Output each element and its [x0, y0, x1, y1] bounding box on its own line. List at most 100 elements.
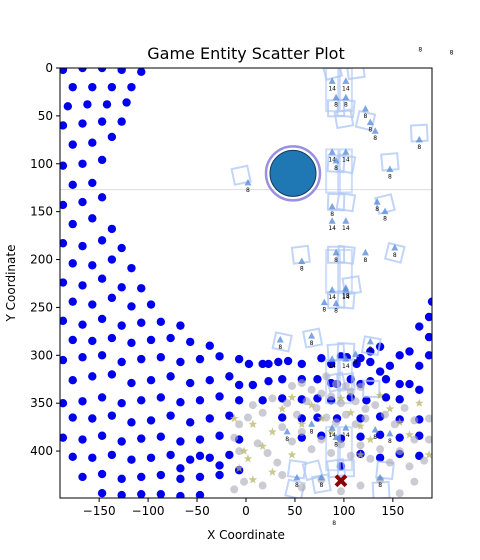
gray-point [322, 413, 331, 422]
star-marker [385, 404, 395, 413]
gray-point [410, 435, 419, 444]
gray-point [395, 489, 404, 498]
gray-point [381, 410, 390, 419]
triangle-marker [308, 420, 316, 427]
entity-point [107, 255, 117, 264]
triangle-label: 8 [388, 438, 392, 445]
star-marker [230, 414, 239, 423]
triangle-label: 8 [354, 358, 358, 365]
y-axis-label: Y Coordinate [4, 245, 18, 323]
triangle-label: 8 [330, 211, 334, 218]
triangle-marker [328, 148, 336, 155]
entity-point [424, 312, 432, 322]
gray-point [361, 404, 370, 413]
entity-point [60, 121, 68, 130]
entity-point [107, 224, 117, 234]
entity-point [97, 469, 107, 479]
entity-point [60, 316, 68, 326]
star-marker [405, 430, 414, 439]
triangle-label: 8 [417, 144, 421, 151]
entity-point [107, 450, 117, 460]
box-marker [335, 191, 357, 213]
entity-point [102, 100, 112, 109]
entity-point [146, 376, 156, 385]
gray-point [243, 413, 252, 422]
triangle-marker [332, 248, 340, 256]
triangle-marker [328, 355, 336, 362]
entity-point [297, 433, 306, 442]
box-marker [302, 327, 324, 349]
star-marker [336, 393, 346, 402]
stray-label: 8 [332, 520, 336, 527]
entity-point [117, 357, 126, 367]
entity-point [405, 379, 414, 389]
gray-point [332, 418, 341, 427]
entity-point [258, 359, 267, 369]
triangle-marker [342, 148, 350, 155]
gray-point [230, 485, 239, 494]
entity-point [60, 278, 68, 287]
special-markers-layer [264, 145, 348, 488]
entity-point [195, 354, 205, 364]
gray-point [278, 423, 287, 432]
entity-point [424, 332, 432, 342]
entity-point [78, 320, 87, 329]
triangle-marker [366, 118, 374, 126]
gray-point [336, 399, 345, 408]
entity-point [107, 293, 117, 303]
entity-point [68, 376, 77, 385]
triangle-label: 8 [393, 252, 397, 259]
box-marker [326, 192, 346, 212]
entity-point [137, 354, 146, 364]
x-axis-label: X Coordinate [207, 528, 285, 542]
star-marker [415, 398, 424, 407]
entity-point [176, 474, 185, 484]
entity-point [68, 335, 77, 345]
box-marker [345, 68, 366, 81]
gray-point [297, 483, 306, 492]
entity-point [68, 219, 77, 229]
triangle-label: 14 [342, 363, 350, 370]
entity-point [68, 259, 77, 268]
triangle-label: 8 [373, 434, 377, 441]
entity-point [146, 300, 156, 309]
entity-point [317, 353, 326, 363]
triangle-label: 8 [310, 340, 314, 347]
triangle-marker [342, 284, 350, 291]
triangle-label: 8 [388, 174, 392, 181]
triangle-label: 8 [378, 482, 382, 489]
entity-point [395, 395, 404, 404]
gray-point [278, 471, 287, 480]
entity-point [127, 418, 136, 427]
gray-point [327, 448, 336, 457]
triangle-marker [342, 77, 350, 84]
triangle-marker [317, 473, 325, 481]
entity-point [97, 68, 107, 73]
entity-point [258, 396, 267, 405]
entity-point [60, 68, 68, 75]
entity-point [156, 489, 166, 498]
entity-point [137, 434, 146, 443]
triangle-marker [328, 424, 336, 431]
entity-point [244, 359, 254, 369]
y-tick-label: 300 [30, 348, 53, 362]
star-marker [424, 450, 432, 459]
gray-point [356, 382, 365, 391]
triangle-label: 8 [334, 257, 338, 264]
entity-point [415, 361, 424, 371]
gray-point [336, 440, 345, 449]
gray-point [327, 392, 336, 401]
gray-point [288, 437, 297, 446]
gray-point [395, 447, 404, 456]
x-tick-label: −150 [83, 504, 116, 518]
entity-point [146, 453, 156, 462]
gray-point [317, 435, 326, 444]
entity-point [137, 489, 146, 498]
triangle-label: 14 [328, 85, 336, 92]
entity-point [156, 470, 166, 480]
gray-point [376, 445, 385, 454]
box-marker [230, 164, 252, 186]
entity-point [297, 359, 306, 369]
entity-point [176, 464, 185, 473]
box-marker [271, 331, 293, 353]
